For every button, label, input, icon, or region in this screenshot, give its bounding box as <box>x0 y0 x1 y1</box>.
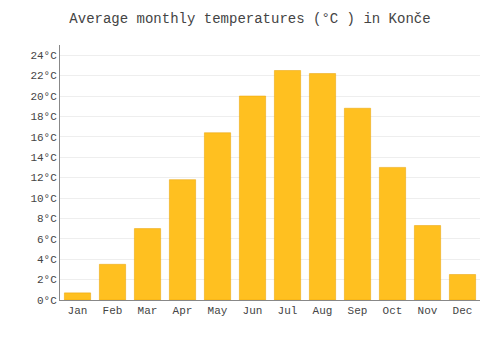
svg-text:Mar: Mar <box>138 305 158 317</box>
svg-text:14°C: 14°C <box>30 152 57 164</box>
svg-text:10°C: 10°C <box>30 193 57 205</box>
svg-text:Feb: Feb <box>103 305 123 317</box>
svg-text:6°C: 6°C <box>37 234 57 246</box>
svg-text:16°C: 16°C <box>30 132 57 144</box>
svg-text:Oct: Oct <box>383 305 403 317</box>
svg-text:Jul: Jul <box>278 305 298 317</box>
svg-text:Nov: Nov <box>418 305 438 317</box>
svg-text:24°C: 24°C <box>30 50 57 62</box>
svg-text:Apr: Apr <box>173 305 193 317</box>
svg-text:20°C: 20°C <box>30 91 57 103</box>
svg-text:2°C: 2°C <box>37 274 57 286</box>
svg-text:Dec: Dec <box>453 305 473 317</box>
svg-text:4°C: 4°C <box>37 254 57 266</box>
svg-text:0°C: 0°C <box>37 295 57 307</box>
svg-text:Aug: Aug <box>313 305 333 317</box>
svg-text:Sep: Sep <box>348 305 368 317</box>
svg-text:Jan: Jan <box>68 305 88 317</box>
svg-text:12°C: 12°C <box>30 172 57 184</box>
svg-text:8°C: 8°C <box>37 213 57 225</box>
svg-text:Jun: Jun <box>243 305 263 317</box>
svg-text:Average monthly temperatures (: Average monthly temperatures (°C ) in Ko… <box>69 11 430 27</box>
svg-text:18°C: 18°C <box>30 111 57 123</box>
svg-text:22°C: 22°C <box>30 70 57 82</box>
svg-text:May: May <box>208 305 228 317</box>
